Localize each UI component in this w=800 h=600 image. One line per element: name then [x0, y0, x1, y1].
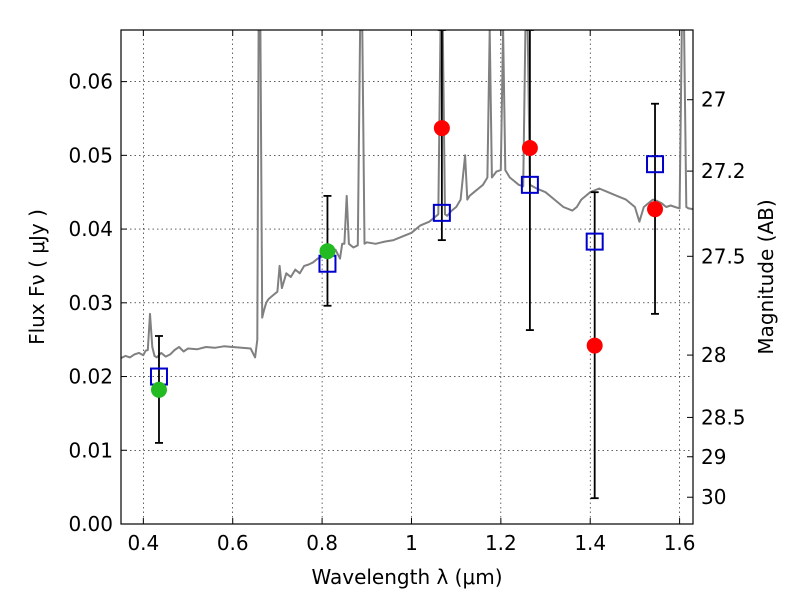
observed-point	[521, 139, 538, 156]
right-tick-label: 29	[701, 445, 726, 469]
observed-point	[647, 201, 664, 218]
spectrum-line	[121, 30, 693, 359]
y-tick-label: 0.06	[68, 70, 113, 94]
observed-layer	[150, 120, 664, 398]
right-tick-label: 27	[701, 88, 726, 112]
model-point	[432, 203, 451, 222]
right-tick-label: 30	[701, 485, 726, 509]
y-tick-label: 0.03	[68, 291, 113, 315]
x-tick-label: 0.4	[127, 531, 159, 555]
y-tick-label: 0.05	[68, 143, 113, 167]
y-tick-label: 0.04	[68, 217, 113, 241]
model-point	[585, 232, 604, 251]
spectrum-layer	[121, 30, 693, 359]
x-tick-label: 1.4	[574, 531, 606, 555]
ticks	[121, 30, 693, 525]
y-axis-label: Flux Fν ( μJy )	[25, 209, 49, 345]
observed-point	[586, 337, 603, 354]
model-point	[520, 175, 539, 194]
x-tick-label: 0.8	[306, 531, 338, 555]
x-tick-label: 0.6	[217, 531, 249, 555]
x-axis-label: Wavelength λ (μm)	[311, 565, 502, 589]
right-tick-label: 27.2	[701, 159, 746, 183]
x-tick-label: 1.2	[485, 531, 517, 555]
right-tick-label: 27.5	[701, 244, 746, 268]
x-tick-label: 1	[405, 531, 418, 555]
x-tick-label: 1.6	[664, 531, 696, 555]
y-tick-label: 0.01	[68, 438, 113, 462]
y-axis-right-label: Magnitude (AB)	[754, 199, 778, 354]
right-tick-label: 28.5	[701, 405, 746, 429]
y-tick-label: 0.02	[68, 365, 113, 389]
tick-labels: 0.4 0.6 0.8 1 1.2 1.4 1.6 0.00 0.01 0.02 0.03 0.04 0…	[68, 70, 745, 555]
right-tick-label: 28	[701, 343, 726, 367]
observed-point	[319, 243, 336, 260]
observed-point	[150, 381, 167, 398]
plot-frame	[120, 29, 694, 525]
y-tick-label: 0.00	[68, 512, 113, 536]
model-point	[646, 155, 665, 174]
observed-point	[433, 120, 450, 137]
